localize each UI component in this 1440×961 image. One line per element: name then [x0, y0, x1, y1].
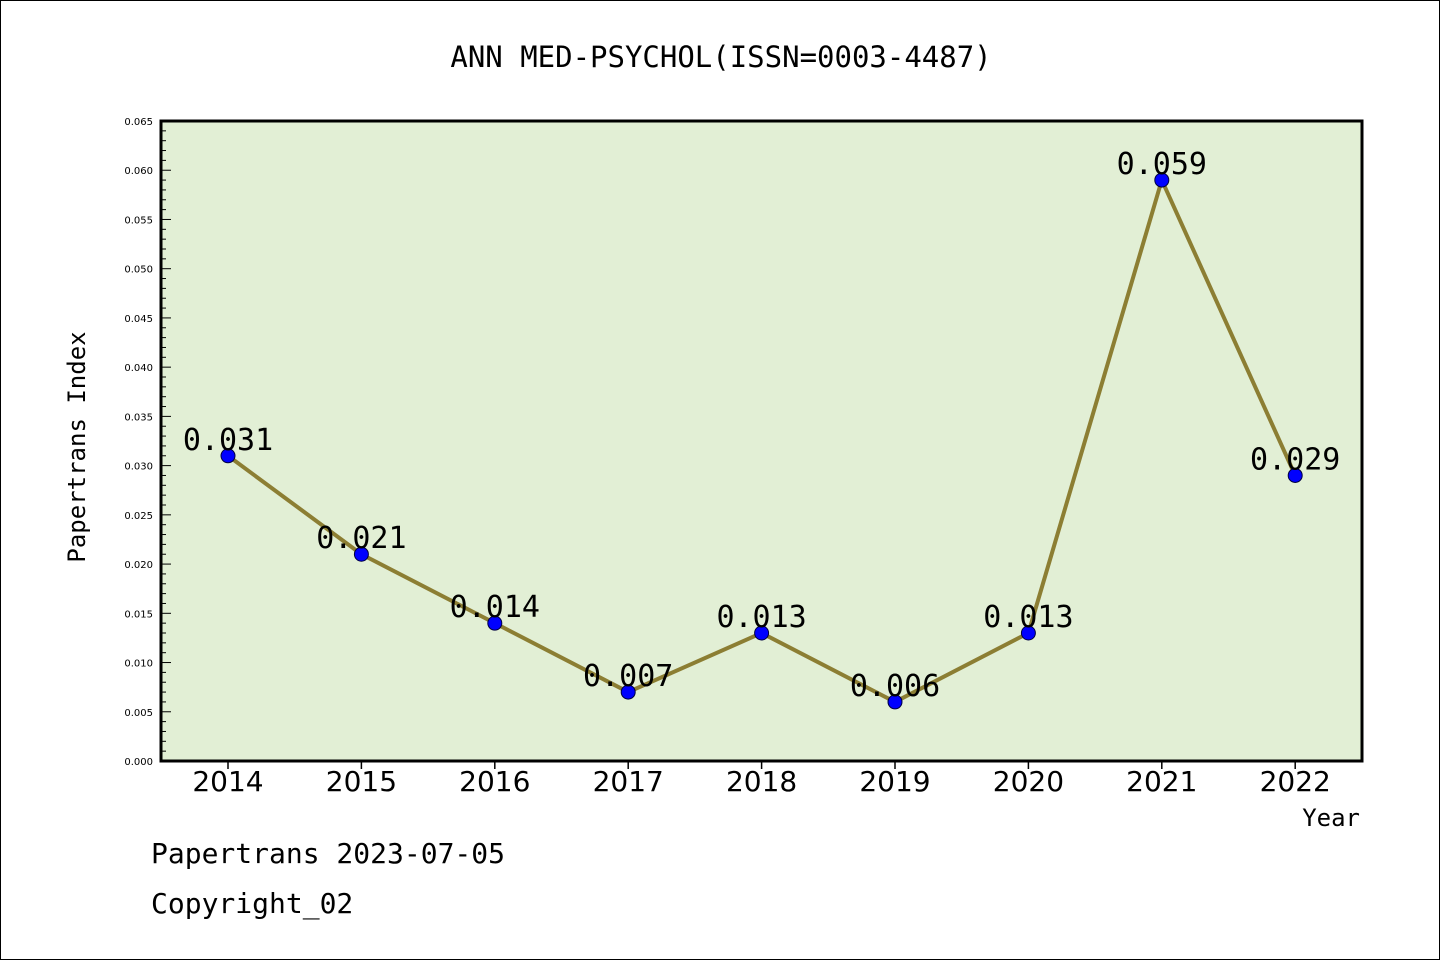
- data-label-2016: 0.014: [450, 590, 540, 625]
- y-tick-label: 0.060: [124, 166, 153, 177]
- marker-layer: [220, 172, 1303, 710]
- y-tick-label: 0.035: [124, 412, 153, 423]
- data-label-layer: 0.031 0.021 0.014 0.007 0.013 0.006 0.013 0.059…: [183, 147, 1341, 704]
- data-point-2015: [353, 546, 369, 562]
- plot-border: [159, 119, 1364, 763]
- y-tick-label: 0.025: [124, 511, 153, 522]
- data-point-2017: [620, 684, 636, 700]
- y-tick-label: 0.040: [124, 363, 153, 374]
- x-tick-label: 2015: [326, 765, 397, 798]
- x-tick-label: 2018: [726, 765, 797, 798]
- axis-ticks: 0.000 0.005 0.010 0.015 0.020 0.025 0.030 0.035…: [124, 117, 1330, 798]
- data-label-2018: 0.013: [716, 600, 806, 635]
- y-tick-label: 0.050: [124, 265, 153, 276]
- x-tick-label: 2022: [1260, 765, 1331, 798]
- data-label-2019: 0.006: [850, 669, 940, 704]
- data-point-2019: [887, 694, 903, 710]
- y-axis-label: Papertrans Index: [63, 331, 91, 562]
- plot-background: [161, 121, 1362, 761]
- data-point-2020: [1020, 625, 1036, 641]
- y-tick-label: 0.015: [124, 609, 153, 620]
- data-label-2017: 0.007: [583, 659, 673, 694]
- data-point-2014: [220, 448, 236, 464]
- data-point-2022: [1287, 467, 1303, 483]
- y-tick-label: 0.020: [124, 560, 153, 571]
- x-tick-label: 2019: [859, 765, 930, 798]
- data-point-2016: [487, 615, 503, 631]
- y-tick-label: 0.055: [124, 215, 153, 226]
- data-point-2021: [1154, 172, 1170, 188]
- y-tick-label: 0.010: [124, 659, 153, 670]
- data-label-2021: 0.059: [1117, 147, 1207, 182]
- x-tick-label: 2014: [192, 765, 263, 798]
- data-label-2020: 0.013: [983, 600, 1073, 635]
- y-tick-label: 0.030: [124, 462, 153, 473]
- x-tick-label: 2016: [459, 765, 530, 798]
- data-label-2015: 0.021: [316, 521, 406, 556]
- x-axis-label: Year: [1302, 804, 1360, 832]
- data-label-2022: 0.029: [1250, 442, 1340, 477]
- footer-copyright-text: Copyright_02: [151, 887, 354, 920]
- y-tick-label: 0.005: [124, 708, 153, 719]
- footer-date-text: Papertrans 2023-07-05: [151, 837, 506, 870]
- x-tick-label: 2020: [993, 765, 1064, 798]
- y-tick-label: 0.000: [124, 757, 153, 768]
- data-point-2018: [754, 625, 770, 641]
- x-tick-label: 2021: [1126, 765, 1197, 798]
- x-tick-label: 2017: [593, 765, 664, 798]
- y-tick-label: 0.065: [124, 117, 153, 128]
- data-label-2014: 0.031: [183, 423, 273, 458]
- y-tick-label: 0.045: [124, 314, 153, 325]
- chart-title: ANN MED-PSYCHOL(ISSN=0003-4487): [450, 40, 991, 74]
